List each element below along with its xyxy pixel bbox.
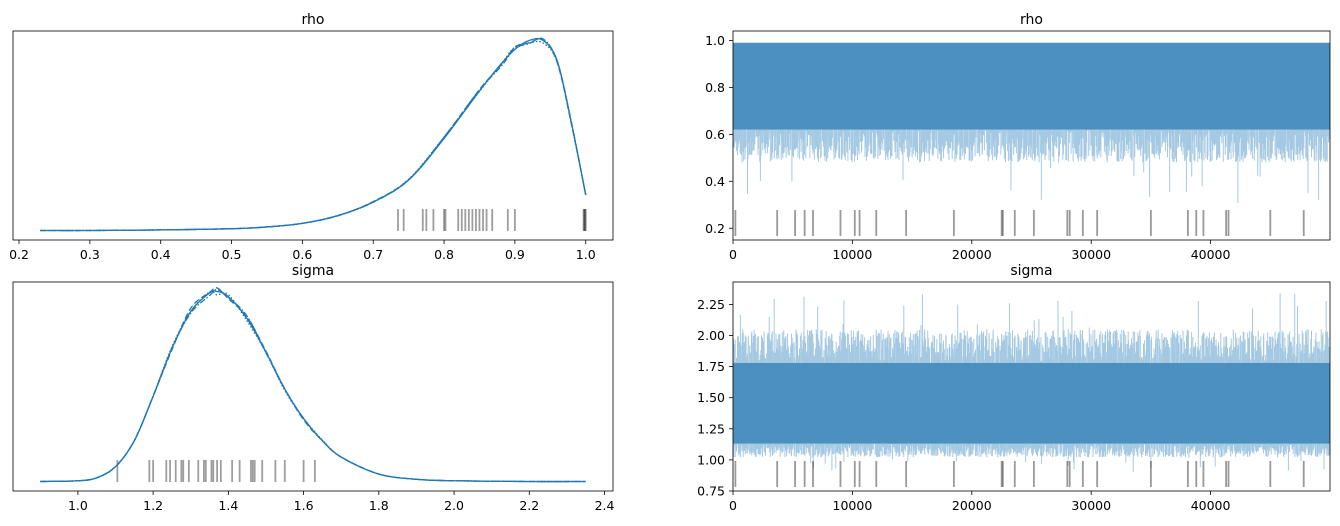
x-tick-label: 1.4: [218, 498, 238, 513]
x-tick-label: 2.4: [595, 498, 615, 513]
density-curve-chain-1: [40, 38, 587, 232]
density-curve-chain-0: [40, 290, 586, 483]
y-tick-label: 1.0: [705, 33, 725, 48]
panel-title: rho: [302, 12, 325, 28]
x-tick-label: 40000: [1191, 498, 1231, 513]
y-tick-label: 0.75: [697, 484, 725, 499]
x-tick-label: 0.2: [9, 247, 29, 262]
y-tick-label: 1.00: [697, 452, 725, 467]
axes-frame: [12, 30, 614, 241]
panel-3: sigma 0 10000 20000 30000 40000 0.75 1.00 1.25 1.…: [697, 263, 1331, 513]
density-curve-chain-2: [40, 40, 587, 232]
x-tick-label: 0.7: [363, 247, 383, 262]
trace-band: [733, 362, 1330, 444]
x-tick-label: 20000: [952, 247, 992, 262]
density-curve-chain-0: [40, 37, 587, 232]
x-tick-label: 0: [729, 247, 737, 262]
y-tick-label: 0.4: [705, 174, 725, 189]
x-tick-label: 2.0: [444, 498, 464, 513]
trace-lower-excursions: [733, 443, 1330, 472]
panel-0: rho 0.2 0.3 0.4 0.5 0.6 0.7 0.8 0.9 1.0: [9, 12, 614, 262]
panel-title: rho: [1020, 12, 1043, 28]
x-tick-label: 0.5: [222, 247, 242, 262]
y-tick-label: 2.00: [697, 328, 725, 343]
panel-1: rho 0 10000 20000 30000 40000 0.2 0.4 0.6 0.8 1.0: [705, 12, 1331, 262]
trace-band: [733, 42, 1330, 130]
y-tick-label: 0.6: [705, 127, 725, 142]
x-tick-label: 1.0: [68, 498, 88, 513]
x-tick-label: 1.8: [369, 498, 389, 513]
trace-lower-excursions: [733, 129, 1330, 203]
x-tick-label: 1.6: [294, 498, 314, 513]
y-tick-label: 2.25: [697, 297, 725, 312]
plot-area: [40, 287, 586, 483]
y-tick-label: 1.50: [697, 390, 725, 405]
density-curve-chain-3: [40, 37, 587, 232]
x-tick-label: 0.4: [151, 247, 171, 262]
x-tick-label: 0.6: [292, 247, 312, 262]
density-curve-chain-2: [40, 290, 586, 483]
x-tick-label: 0.9: [505, 247, 525, 262]
axes-frame: [12, 281, 614, 492]
panel-title: sigma: [292, 263, 334, 279]
plot-area: [40, 37, 587, 232]
plot-area: [733, 42, 1330, 236]
x-tick-label: 30000: [1071, 247, 1111, 262]
x-tick-label: 10000: [833, 498, 873, 513]
x-tick-label: 1.2: [143, 498, 163, 513]
y-tick-label: 0.8: [705, 80, 725, 95]
density-curve-chain-3: [40, 288, 586, 483]
trace-upper-excursions: [733, 293, 1330, 363]
axes-frame: [732, 30, 1331, 241]
y-tick-label: 0.2: [705, 221, 725, 236]
panel-2: sigma 1.0 1.2 1.4 1.6 1.8 2.0 2.2 2.4: [12, 263, 615, 513]
y-tick-label: 1.25: [697, 421, 725, 436]
plot-area: [733, 293, 1330, 487]
x-tick-label: 0.3: [80, 247, 100, 262]
x-tick-label: 1.0: [576, 247, 596, 262]
x-tick-label: 0.8: [434, 247, 454, 262]
x-tick-label: 40000: [1191, 247, 1231, 262]
x-tick-label: 30000: [1071, 498, 1111, 513]
x-tick-label: 10000: [833, 247, 873, 262]
x-tick-label: 2.2: [519, 498, 539, 513]
x-tick-label: 20000: [952, 498, 992, 513]
density-curve-chain-1: [40, 287, 586, 483]
panel-title: sigma: [1010, 263, 1052, 279]
y-tick-label: 1.75: [697, 359, 725, 374]
x-tick-label: 0: [729, 498, 737, 513]
axes-frame: [732, 281, 1331, 492]
